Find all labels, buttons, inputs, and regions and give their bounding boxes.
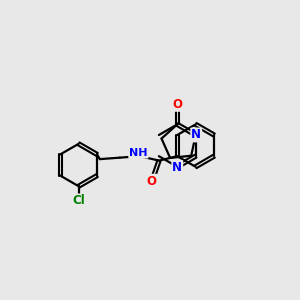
Text: N: N (172, 161, 182, 174)
Text: O: O (172, 98, 182, 111)
Text: Cl: Cl (72, 194, 85, 207)
Text: O: O (146, 175, 156, 188)
Text: N: N (191, 128, 201, 142)
Text: NH: NH (129, 148, 148, 158)
